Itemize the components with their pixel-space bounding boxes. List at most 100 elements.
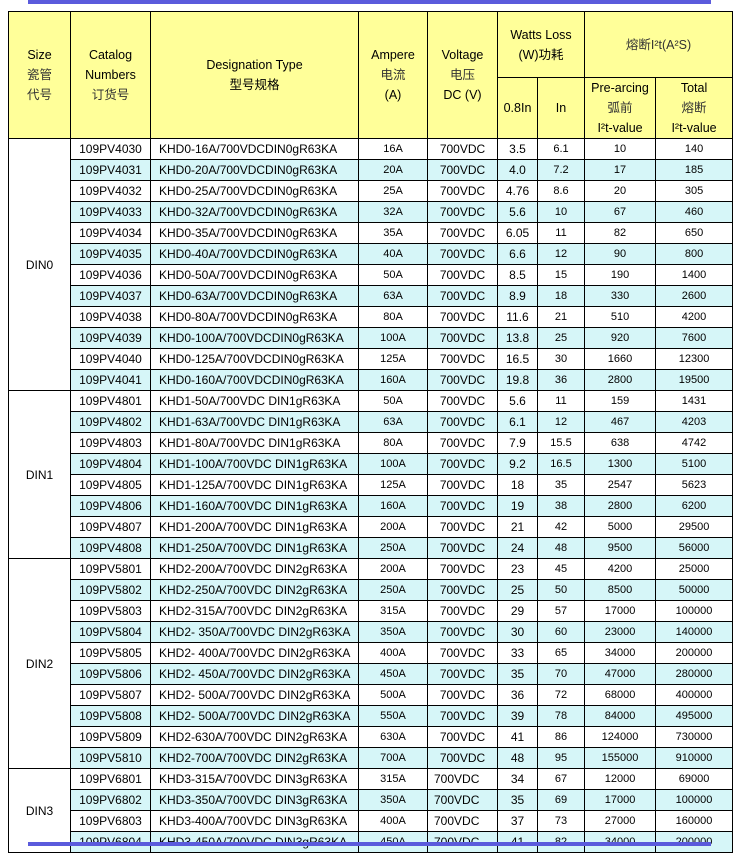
prearcing-i2t-cell: 8500 (584, 579, 657, 601)
catalog-number-cell: 109PV4038 (70, 306, 151, 328)
designation-cell: KHD1-200A/700VDC DIN1gR63KA (150, 516, 359, 538)
ampere-cell: 315A (358, 600, 428, 622)
voltage-cell: 700VDC (427, 579, 498, 601)
ampere-cell: 20A (358, 159, 428, 181)
table-row: 109PV4032 KHD0-25A/700VDCDIN0gR63KA 25A 700… (9, 180, 734, 202)
size-cell: DIN0 (8, 138, 71, 391)
ampere-cell: 630A (358, 726, 428, 748)
size-cell: DIN2 (8, 558, 71, 769)
ampere-cell: 700A (358, 747, 428, 769)
ampere-cell: 160A (358, 369, 428, 391)
voltage-cell: 700VDC (427, 516, 498, 538)
prearcing-i2t-cell: 34000 (584, 642, 657, 664)
table-row: 109PV5807 KHD2- 500A/700VDC DIN2gR63KA 500… (9, 684, 734, 706)
watts-in-cell: 57 (536, 600, 586, 622)
ampere-cell: 350A (358, 621, 428, 643)
watts-08in-cell: 16.5 (497, 348, 538, 370)
voltage-cell: 700VDC (427, 369, 498, 391)
catalog-number-cell: 109PV5802 (70, 579, 151, 601)
prearcing-i2t-cell: 12000 (584, 768, 657, 790)
designation-cell: KHD1-125A/700VDC DIN1gR63KA (150, 474, 359, 496)
watts-in-cell: 35 (536, 474, 586, 496)
voltage-cell: 700VDC (427, 558, 498, 580)
watts-08in-cell: 34 (497, 768, 538, 790)
total-i2t-cell: 910000 (655, 747, 734, 769)
voltage-cell: 700VDC (427, 684, 498, 706)
header-prearcing: Pre-arcing 弧前 I²t-value (584, 77, 657, 139)
watts-in-cell: 6.1 (536, 138, 586, 160)
catalog-number-cell: 109PV5809 (70, 726, 151, 748)
designation-cell: KHD0-35A/700VDCDIN0gR63KA (150, 222, 359, 244)
total-i2t-cell: 650 (655, 222, 734, 244)
total-i2t-cell: 5623 (655, 474, 734, 496)
total-i2t-cell: 4203 (655, 411, 734, 433)
voltage-cell: 700VDC (427, 453, 498, 475)
catalog-number-cell: 109PV4035 (70, 243, 151, 265)
designation-cell: KHD1-50A/700VDC DIN1gR63KA (150, 390, 359, 412)
catalog-number-cell: 109PV4808 (70, 537, 151, 559)
watts-in-cell: 72 (536, 684, 586, 706)
voltage-cell: 700VDC (427, 432, 498, 454)
watts-in-cell: 11 (536, 390, 586, 412)
prearcing-i2t-cell: 1300 (584, 453, 657, 475)
watts-08in-cell: 7.9 (497, 432, 538, 454)
ampere-cell: 80A (358, 432, 428, 454)
header-size: Size 瓷管 代号 (8, 11, 71, 139)
watts-in-cell: 10 (536, 201, 586, 223)
bottom-divider-bar (28, 842, 711, 846)
table-row: 109PV6803 KHD3-400A/700VDC DIN3gR63KA 400A… (9, 810, 734, 832)
watts-in-cell: 45 (536, 558, 586, 580)
watts-in-cell: 15.5 (536, 432, 586, 454)
watts-in-cell: 38 (536, 495, 586, 517)
prearcing-i2t-cell: 68000 (584, 684, 657, 706)
catalog-number-cell: 109PV5808 (70, 705, 151, 727)
voltage-cell: 700VDC (427, 264, 498, 286)
ampere-cell: 500A (358, 684, 428, 706)
watts-08in-cell: 5.6 (497, 201, 538, 223)
catalog-number-cell: 109PV6801 (70, 768, 151, 790)
total-i2t-cell: 400000 (655, 684, 734, 706)
voltage-cell: 700VDC (427, 789, 498, 811)
voltage-cell: 700VDC (427, 327, 498, 349)
prearcing-i2t-cell: 190 (584, 264, 657, 286)
designation-cell: KHD0-125A/700VDCDIN0gR63KA (150, 348, 359, 370)
designation-cell: KHD0-50A/700VDCDIN0gR63KA (150, 264, 359, 286)
catalog-number-cell: 109PV4807 (70, 516, 151, 538)
designation-cell: KHD0-32A/700VDCDIN0gR63KA (150, 201, 359, 223)
designation-cell: KHD2-630A/700VDC DIN2gR63KA (150, 726, 359, 748)
table-row: 109PV4031 KHD0-20A/700VDCDIN0gR63KA 20A 700… (9, 159, 734, 181)
designation-cell: KHD0-25A/700VDCDIN0gR63KA (150, 180, 359, 202)
prearcing-i2t-cell: 159 (584, 390, 657, 412)
prearcing-i2t-cell: 920 (584, 327, 657, 349)
prearcing-i2t-cell: 638 (584, 432, 657, 454)
table-row: DIN0 109PV4030 KHD0-16A/700VDCDIN0gR63KA 16… (8, 138, 734, 391)
total-i2t-cell: 140000 (655, 621, 734, 643)
designation-cell: KHD1-100A/700VDC DIN1gR63KA (150, 453, 359, 475)
prearcing-i2t-cell: 4200 (584, 558, 657, 580)
watts-in-cell: 12 (536, 243, 586, 265)
watts-in-cell: 21 (536, 306, 586, 328)
table-row: 109PV5803 KHD2-315A/700VDC DIN2gR63KA 315A… (9, 600, 734, 622)
catalog-number-cell: 109PV4801 (70, 390, 151, 412)
catalog-number-cell: 109PV4031 (70, 159, 151, 181)
designation-cell: KHD3-400A/700VDC DIN3gR63KA (150, 810, 359, 832)
catalog-number-cell: 109PV4804 (70, 453, 151, 475)
total-i2t-cell: 100000 (655, 600, 734, 622)
watts-in-cell: 48 (536, 537, 586, 559)
total-i2t-cell: 160000 (655, 810, 734, 832)
table-row: 109PV5808 KHD2- 500A/700VDC DIN2gR63KA 550… (9, 705, 734, 727)
voltage-cell: 700VDC (427, 348, 498, 370)
total-i2t-cell: 2600 (655, 285, 734, 307)
prearcing-i2t-cell: 84000 (584, 705, 657, 727)
watts-in-cell: 95 (536, 747, 586, 769)
table-row: 109PV4035 KHD0-40A/700VDCDIN0gR63KA 40A 700… (9, 243, 734, 265)
ampere-cell: 40A (358, 243, 428, 265)
header-ampere: Ampere 电流 (A) (358, 11, 428, 139)
watts-in-cell: 78 (536, 705, 586, 727)
watts-08in-cell: 4.76 (497, 180, 538, 202)
watts-in-cell: 60 (536, 621, 586, 643)
voltage-cell: 700VDC (427, 600, 498, 622)
total-i2t-cell: 50000 (655, 579, 734, 601)
catalog-number-cell: 109PV4037 (70, 285, 151, 307)
table-row: 109PV5802 KHD2-250A/700VDC DIN2gR63KA 250A… (9, 579, 734, 601)
